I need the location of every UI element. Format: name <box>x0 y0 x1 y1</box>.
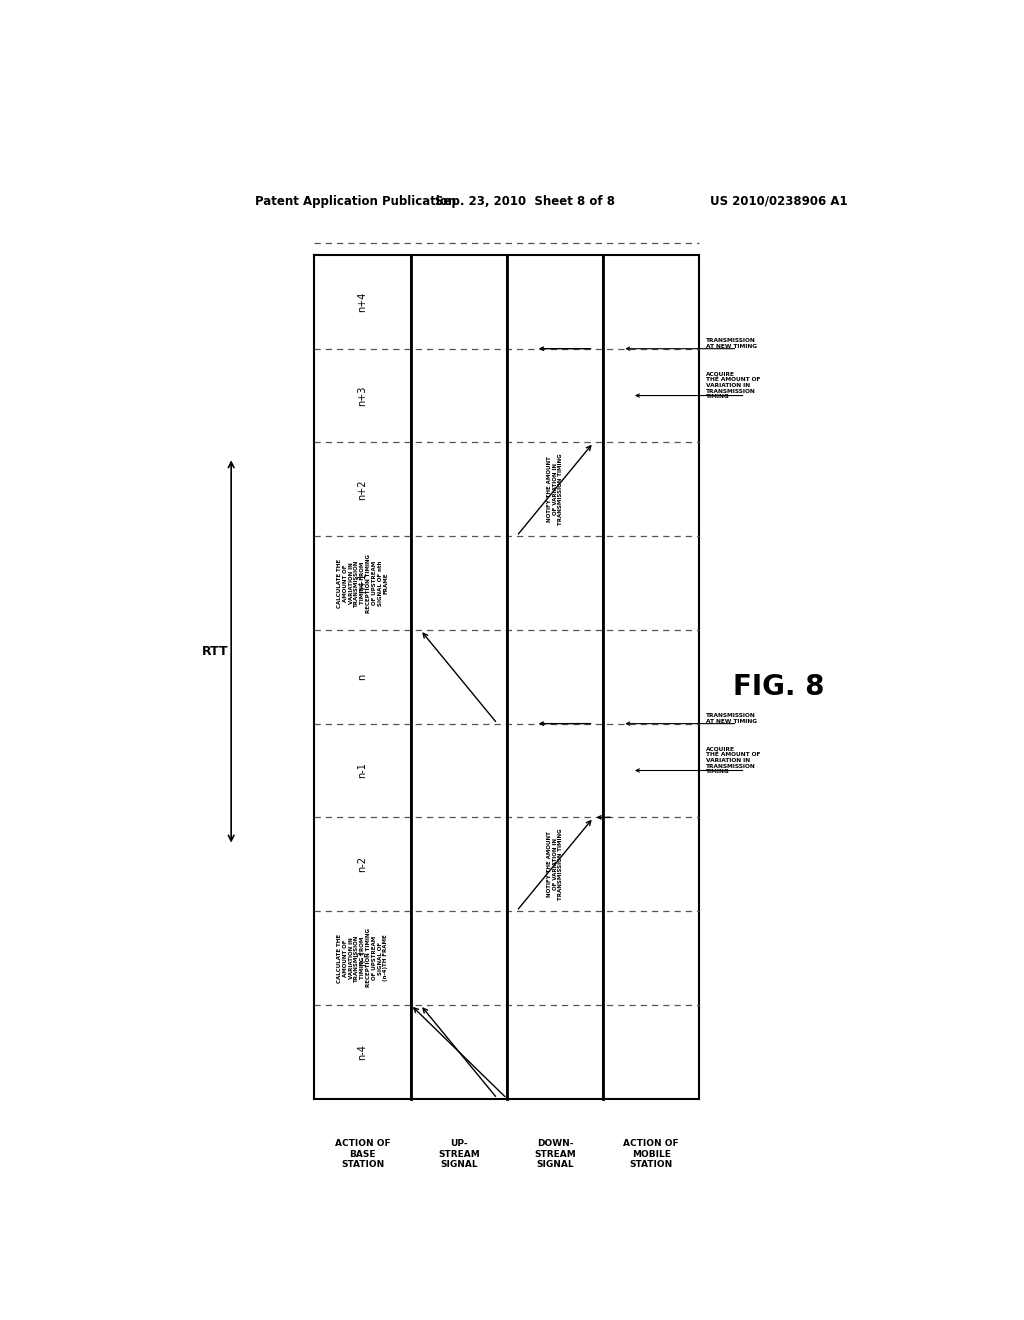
Text: TRANSMISSION
AT NEW TIMING: TRANSMISSION AT NEW TIMING <box>706 713 757 723</box>
Text: Patent Application Publication: Patent Application Publication <box>255 194 457 207</box>
Text: n+4: n+4 <box>357 292 368 312</box>
Text: ACQUIRE
THE AMOUNT OF
VARIATION IN
TRANSMISSION
TIMING: ACQUIRE THE AMOUNT OF VARIATION IN TRANS… <box>706 371 760 400</box>
Text: n+2: n+2 <box>357 479 368 499</box>
Text: DOWN-
STREAM
SIGNAL: DOWN- STREAM SIGNAL <box>535 1139 575 1170</box>
Text: NOTIFY THE AMOUNT
OF VARIATION IN
TRANSMISSION TIMING: NOTIFY THE AMOUNT OF VARIATION IN TRANSM… <box>547 454 563 525</box>
Text: Sep. 23, 2010  Sheet 8 of 8: Sep. 23, 2010 Sheet 8 of 8 <box>435 194 614 207</box>
Text: ACQUIRE
THE AMOUNT OF
VARIATION IN
TRANSMISSION
TIMING: ACQUIRE THE AMOUNT OF VARIATION IN TRANS… <box>706 746 760 775</box>
Text: n+3: n+3 <box>357 385 368 405</box>
Text: US 2010/0238906 A1: US 2010/0238906 A1 <box>710 194 848 207</box>
Text: n+1: n+1 <box>357 573 368 593</box>
Text: ACTION OF
MOBILE
STATION: ACTION OF MOBILE STATION <box>624 1139 679 1170</box>
Text: n-1: n-1 <box>357 763 368 779</box>
Text: CALCULATE THE
AMOUNT OF
VARIATION IN
TRANSMISSION
TIMING FROM
RECEPTION TIMING
O: CALCULATE THE AMOUNT OF VARIATION IN TRA… <box>337 928 388 987</box>
Text: UP-
STREAM
SIGNAL: UP- STREAM SIGNAL <box>438 1139 479 1170</box>
Text: NOTIFY THE AMOUNT
OF VARIATION IN
TRANSMISSION TIMING: NOTIFY THE AMOUNT OF VARIATION IN TRANSM… <box>547 829 563 900</box>
Text: n: n <box>357 673 368 680</box>
Text: FIG. 8: FIG. 8 <box>733 673 824 701</box>
Text: RTT: RTT <box>202 645 228 657</box>
Text: n-3: n-3 <box>357 950 368 966</box>
Text: ACTION OF
BASE
STATION: ACTION OF BASE STATION <box>335 1139 390 1170</box>
Text: CALCULATE THE
AMOUNT OF
VARIATION IN
TRANSMISSION
TIMING FROM
RECEPTION TIMING
O: CALCULATE THE AMOUNT OF VARIATION IN TRA… <box>337 553 388 612</box>
Text: n-2: n-2 <box>357 857 368 873</box>
Text: n-4: n-4 <box>357 1044 368 1060</box>
Text: TRANSMISSION
AT NEW TIMING: TRANSMISSION AT NEW TIMING <box>706 338 757 348</box>
